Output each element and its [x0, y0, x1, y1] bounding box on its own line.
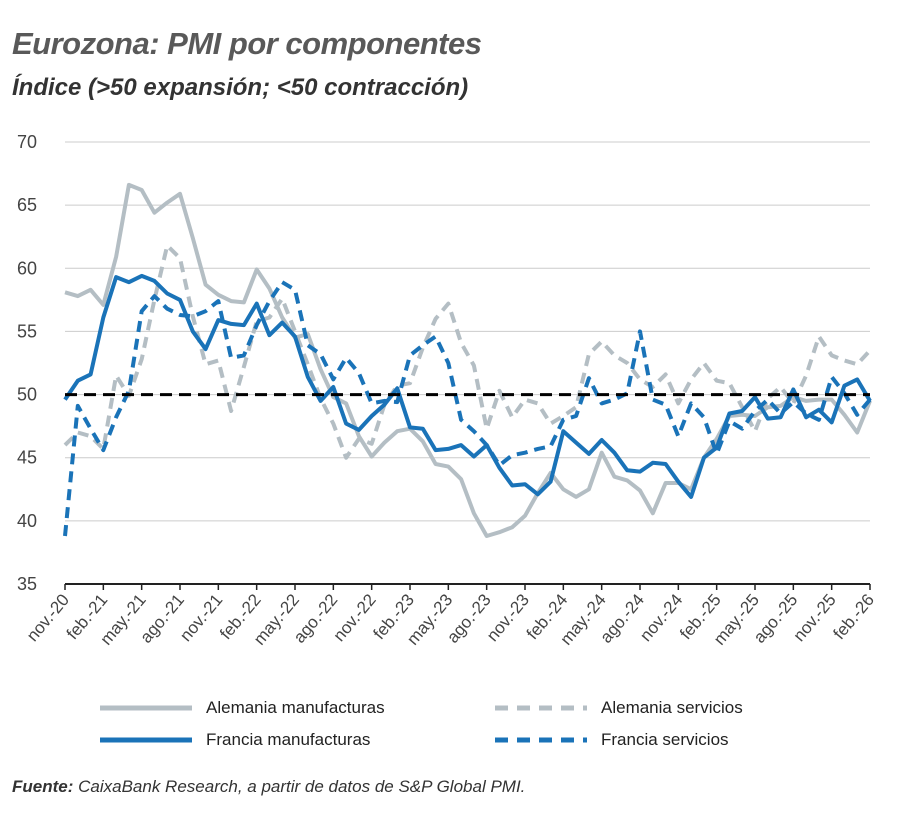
x-tick-label-4: nov.-21 [176, 590, 226, 645]
legend-label-fr-serv: Francia servicios [601, 730, 729, 749]
y-tick-label-60: 60 [17, 258, 37, 278]
legend-item-de-manuf: Alemania manufacturas [100, 698, 385, 718]
chart-subtitle: Índice (>50 expansión; <50 contracción) [12, 74, 469, 101]
source-text: CaixaBank Research, a partir de datos de… [78, 777, 526, 796]
legend-swatch-fr-manuf [100, 737, 192, 743]
source-note: Fuente: CaixaBank Research, a partir de … [12, 777, 525, 797]
legend-label-de-serv: Alemania servicios [601, 698, 743, 717]
x-tick-label-16: nov.-24 [636, 590, 686, 645]
legend-swatch-fr-serv [495, 737, 587, 743]
y-tick-label-65: 65 [17, 195, 37, 215]
legend-item-fr-serv: Francia servicios [495, 730, 729, 750]
x-tick-label-8: nov.-22 [330, 590, 380, 645]
y-tick-label-70: 70 [17, 132, 37, 152]
line-chart: 3540455055606570nov.-20feb.-21may.-21ago… [17, 132, 878, 649]
legend-label-fr-manuf: Francia manufacturas [206, 730, 371, 749]
y-tick-label-55: 55 [17, 321, 37, 341]
series-line-fr_manuf [63, 273, 872, 499]
chart-title: Eurozona: PMI por componentes [12, 26, 482, 61]
y-tick-label-40: 40 [17, 511, 37, 531]
x-tick-label-12: nov.-23 [483, 590, 533, 645]
x-tick-label-20: nov.-25 [790, 590, 840, 645]
legend-item-de-serv: Alemania servicios [495, 698, 743, 718]
legend-label-de-manuf: Alemania manufacturas [206, 698, 385, 717]
y-tick-label-45: 45 [17, 448, 37, 468]
y-tick-label-35: 35 [17, 574, 37, 594]
legend-item-fr-manuf: Francia manufacturas [100, 730, 370, 750]
series-line-de_manuf [64, 182, 872, 538]
source-label: Fuente: [12, 777, 74, 796]
legend-swatch-de-serv [495, 705, 587, 711]
x-tick-label-0: nov.-20 [23, 590, 73, 645]
x-tick-label-21: feb.-26 [829, 590, 878, 643]
legend-swatch-de-manuf [100, 705, 192, 711]
y-tick-label-50: 50 [17, 385, 37, 405]
series-line-fr_serv [63, 280, 872, 537]
series-line-de_serv [63, 243, 872, 460]
